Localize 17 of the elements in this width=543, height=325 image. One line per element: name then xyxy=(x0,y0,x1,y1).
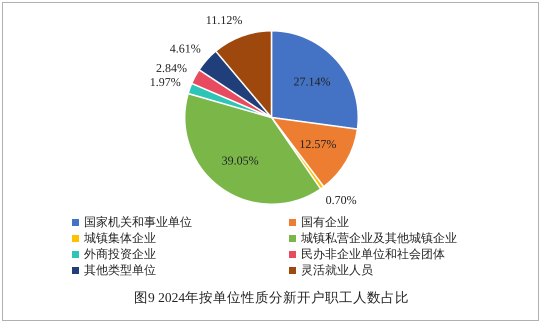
data-label: 27.14% xyxy=(294,74,330,88)
data-label: 2.84% xyxy=(156,61,187,76)
legend-label: 灵活就业人员 xyxy=(301,263,373,278)
data-label: 0.70% xyxy=(326,193,357,208)
legend-label: 外商投资企业 xyxy=(84,247,156,262)
legend-label: 国家机关和事业单位 xyxy=(84,215,192,230)
legend-label: 城镇私营企业及其他城镇企业 xyxy=(301,231,457,246)
legend-label: 其他类型单位 xyxy=(84,263,156,278)
data-label: 4.61% xyxy=(170,41,201,56)
data-label: 39.05% xyxy=(222,153,259,168)
legend-label: 民办非企业单位和社会团体 xyxy=(301,247,445,262)
legend-label: 城镇集体企业 xyxy=(84,231,156,246)
legend-label: 国有企业 xyxy=(301,215,349,230)
data-label: 11.12% xyxy=(206,13,242,28)
data-label: 12.57% xyxy=(299,136,336,151)
text: 图9 2024年按单位性质分新开户职工人数占比 xyxy=(132,289,410,307)
data-label: 1.97% xyxy=(150,75,181,90)
